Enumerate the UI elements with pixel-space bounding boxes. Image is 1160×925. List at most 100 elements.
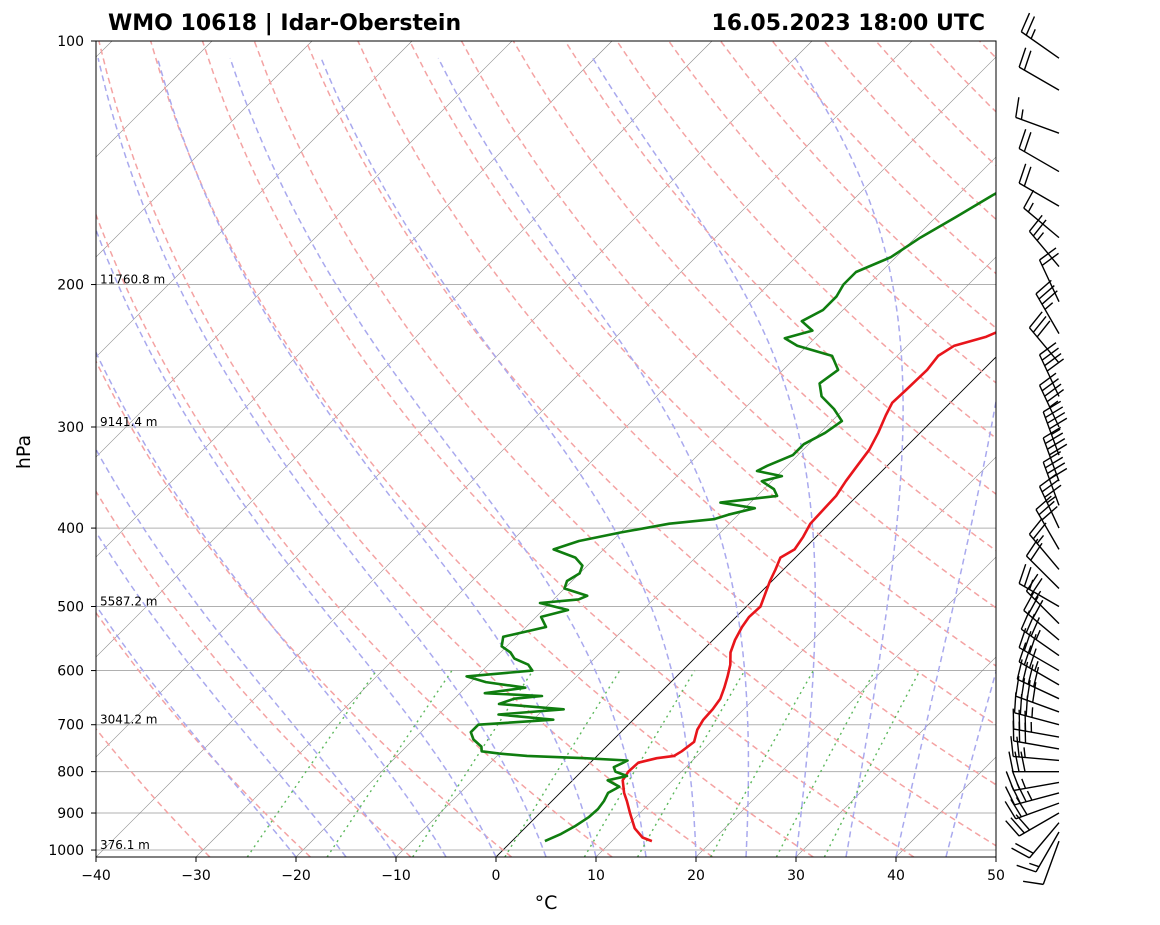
wind-barb-staff	[1042, 461, 1060, 506]
moist-adiabat	[96, 530, 347, 857]
wind-barb	[1038, 342, 1065, 397]
wind-barb-flag	[1042, 400, 1062, 413]
wind-barb-flag	[1046, 358, 1065, 372]
wind-barb	[1018, 563, 1060, 608]
wind-barb	[1018, 163, 1060, 207]
wind-barb-staff	[1018, 661, 1060, 686]
dry-adiabat	[771, 41, 996, 275]
mixing-ratio-line	[246, 670, 377, 857]
wind-barb-flag	[1038, 500, 1055, 516]
wind-barb-flag	[1028, 634, 1037, 654]
wind-barb-flag	[1039, 372, 1057, 386]
wind-barb-half-flag	[1046, 496, 1056, 504]
wind-barb-flag	[1018, 563, 1027, 584]
wind-barb-half-flag	[1027, 202, 1034, 213]
wind-barb	[1008, 751, 1059, 773]
wind-barb-half-flag	[1049, 400, 1059, 408]
x-tick-label: 20	[687, 868, 705, 884]
moist-adiabat	[96, 447, 397, 857]
wind-barb-flag	[1005, 820, 1020, 837]
dry-adiabat	[719, 41, 996, 330]
wind-barb-staff	[1038, 259, 1060, 302]
wind-barb-flag	[1018, 642, 1027, 663]
wind-barb	[1004, 796, 1060, 820]
isotherm-line	[795, 656, 996, 857]
plot-frame	[95, 40, 997, 858]
wind-barb-staff	[1013, 781, 1060, 792]
wind-barb	[1010, 736, 1060, 762]
moist-adiabat	[229, 57, 647, 857]
y-tick-label: 700	[57, 718, 84, 734]
wind-barb-staff	[1035, 509, 1060, 550]
chart-title-datetime: 16.05.2023 18:00 UTC	[711, 11, 985, 36]
dry-adiabat	[512, 41, 996, 552]
wind-barb-half-flag	[1020, 109, 1024, 120]
wind-barb-half-flag	[1026, 790, 1033, 801]
height-label: 9141.4 m	[100, 415, 158, 429]
wind-barb	[1023, 189, 1060, 239]
wind-barb-staff	[1015, 116, 1060, 134]
wind-barb	[1012, 708, 1060, 738]
dry-adiabat	[96, 212, 613, 857]
wind-barb-staff	[1018, 646, 1060, 672]
wind-barb-half-flag	[1034, 590, 1042, 600]
wind-barb-flag	[1004, 786, 1016, 806]
wind-barb	[1038, 372, 1065, 428]
wind-barb-staff	[1038, 354, 1060, 397]
wind-barb	[1005, 770, 1060, 792]
wind-barb-flag	[1032, 219, 1047, 237]
wind-barb-staff	[1015, 695, 1060, 713]
wind-barb-flag	[1016, 864, 1037, 873]
wind-barb-flag	[1030, 617, 1040, 637]
x-tick-label: −10	[381, 868, 411, 884]
wind-barb-staff	[1018, 182, 1060, 207]
isotherm-line	[295, 156, 996, 857]
wind-barb-flag	[1014, 751, 1020, 772]
wind-barb-flag	[1047, 438, 1066, 450]
wind-barb-half-flag	[1031, 707, 1034, 718]
wind-barb-flag	[1028, 311, 1043, 329]
height-label: 3041.2 m	[100, 713, 158, 727]
wind-barb-staff	[1038, 486, 1060, 529]
wind-barb-staff	[1013, 740, 1060, 750]
wind-barb-staff	[1014, 792, 1060, 806]
wind-barb-staff	[1020, 628, 1060, 657]
wind-barb-staff	[1020, 31, 1060, 59]
wind-barb-flag	[1027, 664, 1034, 685]
wind-barb-staff	[1014, 712, 1060, 726]
x-tick-label: −30	[181, 868, 211, 884]
y-tick-label: 200	[57, 278, 84, 294]
mixing-ratio-line	[326, 670, 453, 857]
wind-barb-staff	[1035, 293, 1060, 335]
wind-barb-half-flag	[1034, 661, 1039, 672]
x-tick-label: 10	[587, 868, 605, 884]
wind-barb-staff	[1018, 66, 1060, 91]
wind-barb	[1035, 495, 1060, 550]
wind-barb-flag	[1010, 736, 1014, 757]
dry-adiabat	[1135, 41, 1160, 857]
isotherm-line	[195, 56, 996, 857]
x-tick-label: −20	[281, 868, 311, 884]
wind-barb-flag	[1022, 661, 1029, 682]
x-tick-label: 40	[887, 868, 905, 884]
isotherm-line	[96, 41, 313, 258]
wind-barb-flag	[1027, 596, 1039, 615]
moist-adiabat	[592, 57, 817, 857]
y-tick-label: 1000	[48, 843, 84, 859]
wind-barb-flag	[1022, 880, 1044, 886]
wind-barb-flag	[1018, 163, 1027, 184]
x-tick-label: 0	[492, 868, 501, 884]
y-tick-label: 300	[57, 420, 84, 436]
wind-barb-flag	[1032, 599, 1044, 619]
wind-barb-flag	[1047, 411, 1066, 424]
isotherm-line	[96, 41, 413, 358]
dry-adiabat	[305, 41, 996, 786]
wind-barb-flag	[1023, 132, 1032, 152]
dry-adiabat	[823, 41, 996, 221]
wind-barb-half-flag	[1030, 29, 1036, 39]
wind-barb-staff	[1017, 678, 1060, 700]
wind-barb-staff	[1028, 822, 1060, 859]
wind-barb-flag	[1025, 16, 1036, 36]
dry-adiabat	[1083, 41, 1160, 857]
wind-barb-staff	[1028, 533, 1060, 570]
